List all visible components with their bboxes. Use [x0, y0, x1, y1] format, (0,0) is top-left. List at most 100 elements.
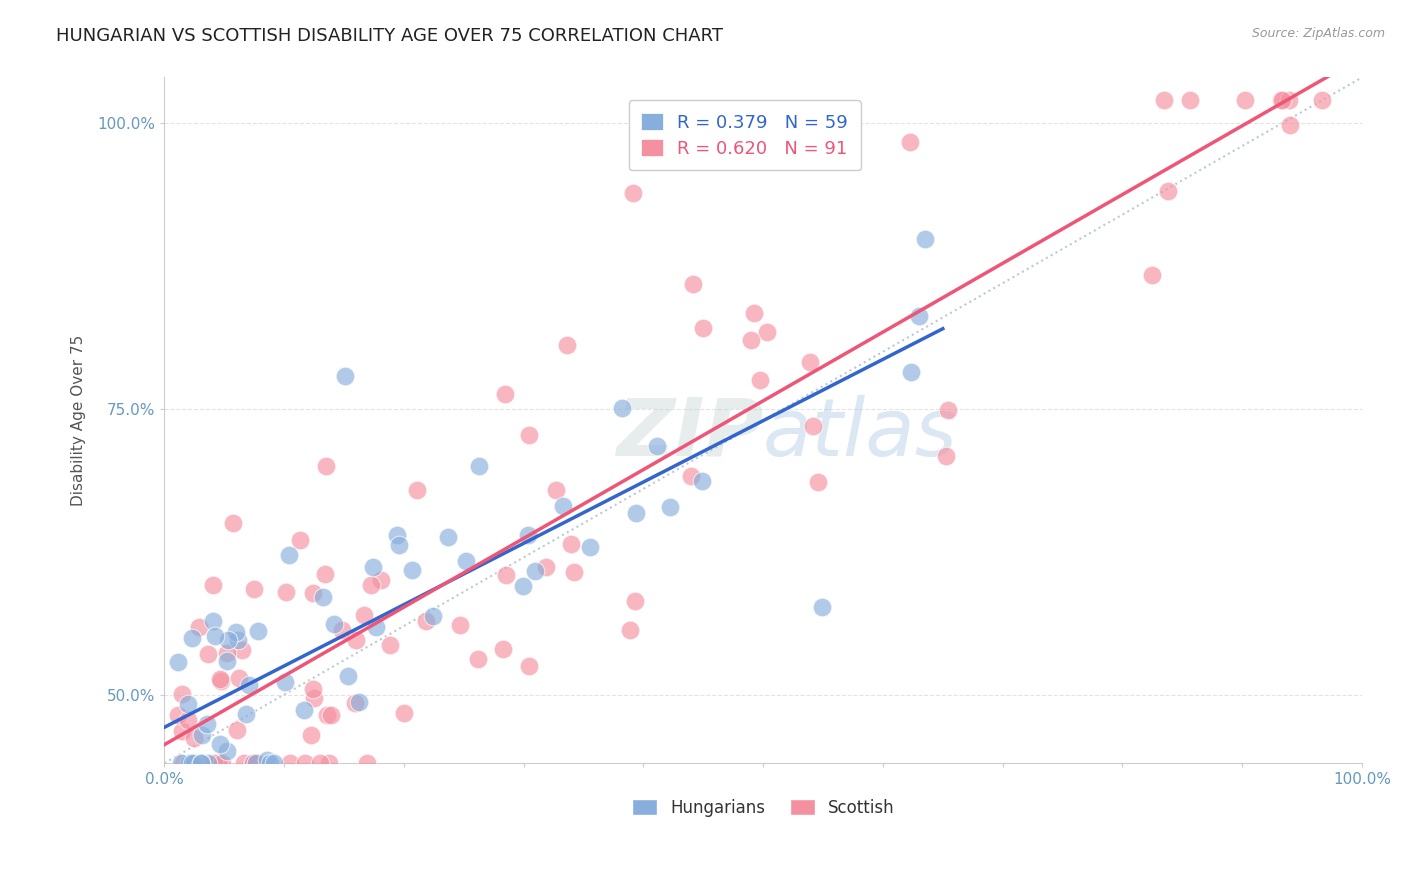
Point — [184, 756, 207, 771]
Point — [197, 756, 219, 771]
Point — [517, 427, 540, 442]
Point — [314, 567, 336, 582]
Point — [449, 617, 471, 632]
Point — [356, 756, 378, 771]
Point — [1270, 93, 1292, 107]
Point — [898, 135, 921, 149]
Point — [176, 714, 198, 728]
Point — [335, 368, 357, 383]
Point — [692, 321, 714, 335]
Point — [207, 756, 229, 771]
Point — [247, 756, 270, 771]
Text: HUNGARIAN VS SCOTTISH DISABILITY AGE OVER 75 CORRELATION CHART: HUNGARIAN VS SCOTTISH DISABILITY AGE OVE… — [56, 27, 723, 45]
Point — [1271, 93, 1294, 107]
Point — [336, 669, 359, 683]
Point — [211, 756, 233, 771]
Point — [744, 306, 766, 320]
Point — [226, 632, 249, 647]
Point — [235, 706, 257, 721]
Point — [187, 620, 209, 634]
Point — [811, 600, 834, 615]
Point — [190, 756, 212, 771]
Point — [259, 756, 281, 771]
Point — [344, 633, 367, 648]
Point — [492, 642, 515, 657]
Point — [610, 401, 633, 415]
Point — [319, 707, 342, 722]
Point — [512, 579, 534, 593]
Point — [197, 647, 219, 661]
Point — [202, 756, 225, 771]
Point — [388, 538, 411, 552]
Point — [544, 483, 567, 497]
Point — [202, 578, 225, 592]
Point — [394, 706, 416, 720]
Text: Source: ZipAtlas.com: Source: ZipAtlas.com — [1251, 27, 1385, 40]
Point — [172, 724, 194, 739]
Point — [578, 540, 600, 554]
Point — [557, 338, 579, 352]
Point — [370, 573, 392, 587]
Point — [316, 708, 339, 723]
Point — [1279, 118, 1302, 132]
Y-axis label: Disability Age Over 75: Disability Age Over 75 — [72, 334, 86, 506]
Point — [799, 355, 821, 369]
Point — [936, 403, 959, 417]
Point — [332, 623, 354, 637]
Point — [246, 624, 269, 638]
Point — [302, 682, 325, 697]
Point — [361, 560, 384, 574]
Point — [323, 617, 346, 632]
Point — [183, 731, 205, 746]
Point — [292, 703, 315, 717]
Point — [405, 483, 427, 497]
Point — [908, 310, 931, 324]
Point — [1153, 93, 1175, 107]
Point — [415, 615, 437, 629]
Point — [1310, 93, 1333, 107]
Point — [519, 658, 541, 673]
Point — [211, 673, 233, 688]
Point — [215, 646, 238, 660]
Point — [401, 563, 423, 577]
Point — [299, 728, 322, 742]
Point — [195, 717, 218, 731]
Point — [560, 537, 582, 551]
Point — [343, 696, 366, 710]
Point — [380, 638, 402, 652]
Point — [740, 333, 762, 347]
Point — [276, 585, 298, 599]
Point — [621, 186, 644, 201]
Point — [523, 564, 546, 578]
Point — [288, 533, 311, 547]
Legend: Hungarians, Scottish: Hungarians, Scottish — [624, 792, 901, 823]
Point — [190, 756, 212, 771]
Point — [204, 629, 226, 643]
Point — [201, 614, 224, 628]
Point — [242, 756, 264, 771]
Point — [190, 756, 212, 771]
Point — [679, 468, 702, 483]
Point — [172, 756, 194, 771]
Point — [277, 549, 299, 563]
Point — [238, 678, 260, 692]
Point — [360, 578, 382, 592]
Point — [273, 675, 295, 690]
Point — [312, 591, 335, 605]
Text: atlas: atlas — [763, 395, 957, 473]
Point — [467, 458, 489, 473]
Point — [914, 232, 936, 246]
Point — [755, 325, 778, 339]
Point — [278, 756, 301, 771]
Point — [215, 744, 238, 758]
Point — [242, 756, 264, 771]
Point — [191, 728, 214, 742]
Point — [315, 459, 337, 474]
Point — [935, 449, 957, 463]
Point — [232, 756, 254, 771]
Point — [243, 582, 266, 596]
Point — [385, 528, 408, 542]
Point — [180, 756, 202, 771]
Point — [263, 756, 285, 771]
Point — [226, 723, 249, 738]
